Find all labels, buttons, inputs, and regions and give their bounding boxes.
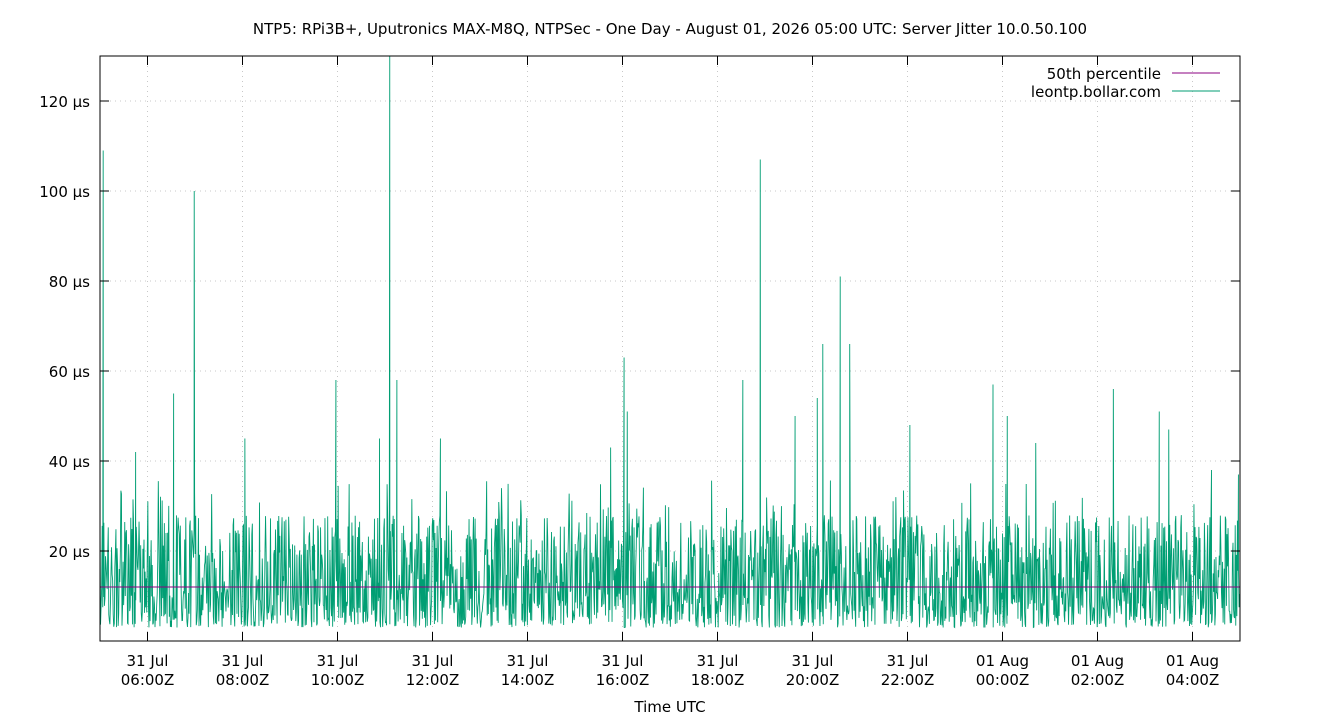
- x-tick-label-time: 12:00Z: [406, 671, 460, 689]
- chart-title: NTP5: RPi3B+, Uputronics MAX-M8Q, NTPSec…: [253, 20, 1087, 38]
- x-tick-label-time: 06:00Z: [121, 671, 175, 689]
- x-tick-label-time: 02:00Z: [1071, 671, 1125, 689]
- x-tick-label-date: 31 Jul: [792, 652, 834, 670]
- x-tick-label-date: 01 Aug: [1166, 652, 1219, 670]
- legend-label-leontp: leontp.bollar.com: [1031, 83, 1161, 101]
- x-tick-label-time: 00:00Z: [976, 671, 1030, 689]
- x-tick-label-date: 31 Jul: [412, 652, 454, 670]
- plot-area: [99, 55, 1241, 629]
- x-tick-label-time: 04:00Z: [1166, 671, 1220, 689]
- legend-label-50th-percentile: 50th percentile: [1047, 65, 1161, 83]
- y-tick-label: 100 µs: [39, 183, 90, 201]
- x-tick-label-date: 31 Jul: [887, 652, 929, 670]
- x-tick-label-time: 20:00Z: [786, 671, 840, 689]
- x-tick-label-date: 01 Aug: [976, 652, 1029, 670]
- series-line-leontp: [99, 55, 1241, 629]
- plot-border: [99, 55, 1241, 642]
- x-tick-label-time: 22:00Z: [881, 671, 935, 689]
- y-tick-label: 80 µs: [49, 273, 90, 291]
- y-tick-label: 20 µs: [49, 543, 90, 561]
- x-tick-label-date: 31 Jul: [697, 652, 739, 670]
- y-tick-label: 120 µs: [39, 93, 90, 111]
- x-tick-label-date: 31 Jul: [222, 652, 264, 670]
- x-tick-label-time: 18:00Z: [691, 671, 745, 689]
- x-tick-label-time: 16:00Z: [596, 671, 650, 689]
- x-tick-label-date: 31 Jul: [507, 652, 549, 670]
- y-tick-label: 60 µs: [49, 363, 90, 381]
- x-tick-label-date: 31 Jul: [602, 652, 644, 670]
- x-axis-label: Time UTC: [633, 698, 705, 716]
- x-tick-label-time: 08:00Z: [216, 671, 270, 689]
- x-tick-label-date: 31 Jul: [317, 652, 359, 670]
- y-tick-label: 40 µs: [49, 453, 90, 471]
- legend: 50th percentile leontp.bollar.com: [1031, 65, 1220, 101]
- x-tick-label-time: 14:00Z: [501, 671, 555, 689]
- x-tick-label-time: 10:00Z: [311, 671, 365, 689]
- x-tick-label-date: 31 Jul: [127, 652, 169, 670]
- x-tick-label-date: 01 Aug: [1071, 652, 1124, 670]
